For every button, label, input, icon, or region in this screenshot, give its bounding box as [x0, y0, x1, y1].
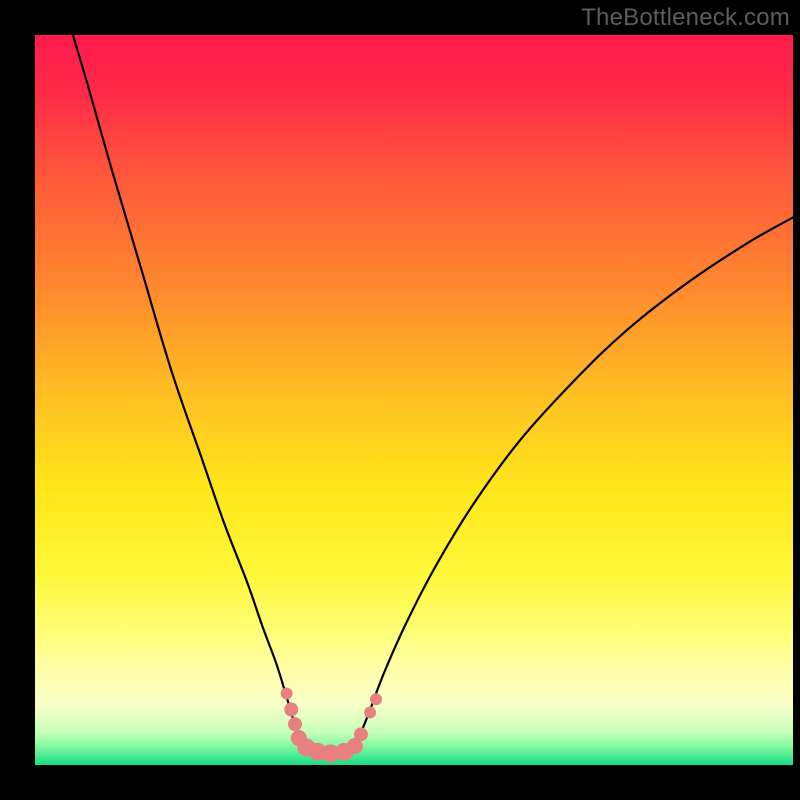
valley-marker-dot	[284, 703, 298, 717]
curve-left	[73, 35, 299, 738]
valley-marker-dot	[370, 693, 382, 705]
valley-markers	[281, 687, 382, 762]
bottleneck-curve-chart	[35, 35, 793, 765]
watermark-text: TheBottleneck.com	[581, 4, 790, 32]
valley-marker-dot	[281, 687, 293, 699]
plot-area	[35, 35, 793, 765]
valley-marker-dot	[364, 706, 376, 718]
valley-marker-dot	[288, 717, 302, 731]
valley-marker-dot	[354, 727, 368, 741]
curve-right	[359, 218, 793, 738]
